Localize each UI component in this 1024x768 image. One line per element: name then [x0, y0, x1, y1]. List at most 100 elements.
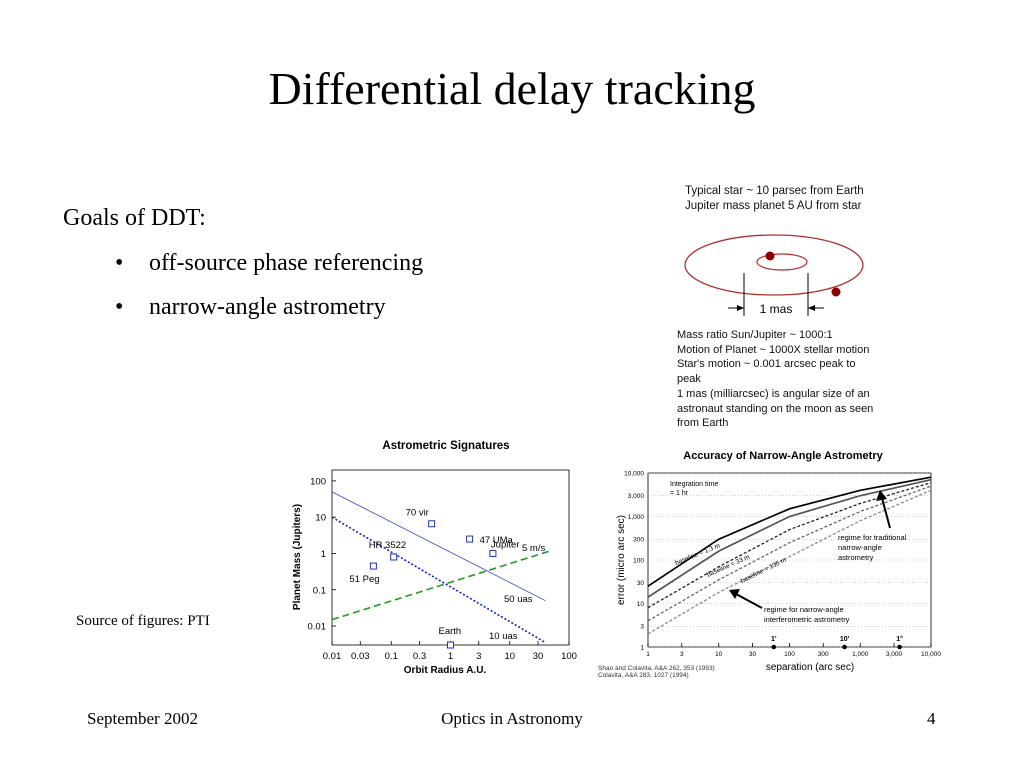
- marker-label: 10': [840, 636, 850, 643]
- scale-label: 1 mas: [760, 302, 793, 316]
- separation-marker: [771, 644, 777, 650]
- x-axis-label: separation (arc sec): [766, 662, 854, 673]
- y-axis-label: Planet Mass (Jupiters): [292, 504, 303, 610]
- line-label: 5 m/s: [522, 543, 545, 554]
- bullet-marker: •: [115, 250, 124, 276]
- figure-source: Source of figures: PTI: [76, 613, 210, 629]
- point-label: HR 3522: [369, 540, 407, 551]
- star-dot: [765, 251, 775, 261]
- bullet-text: narrow-angle astrometry: [149, 294, 386, 320]
- orbit-top-line: Jupiter mass planet 5 AU from star: [685, 200, 862, 212]
- goals-heading: Goals of DDT:: [63, 205, 206, 231]
- y-tick-label: 1,000: [628, 514, 645, 521]
- marker-label: 1': [771, 636, 777, 643]
- y-tick-label: 3: [640, 624, 644, 631]
- bullet-item: • off-source phase referencing: [115, 250, 423, 277]
- x-tick-label: 300: [818, 651, 829, 658]
- planet-orbit: [684, 234, 864, 296]
- bullet-item: • narrow-angle astrometry: [115, 294, 386, 321]
- x-tick-label: 0.1: [385, 651, 398, 662]
- series-line: [331, 491, 546, 602]
- orbit-notes: Mass ratio Sun/Jupiter ~ 1000:1 Motion o…: [677, 328, 873, 431]
- marker-label: 1°: [896, 635, 903, 643]
- data-point: [369, 562, 377, 570]
- bullet-text: off-source phase referencing: [149, 250, 424, 276]
- x-tick-label: 10,000: [921, 651, 941, 658]
- point-label: Jupiter: [491, 539, 520, 550]
- annotation: = 1 hr: [670, 490, 689, 497]
- separation-marker: [897, 644, 902, 650]
- bullet-marker: •: [115, 294, 124, 320]
- chart-title: Astrometric Signatures: [382, 440, 509, 452]
- y-tick-label: 100: [310, 476, 326, 487]
- orbit-note: Motion of Planet ~ 1000X stellar motion: [677, 343, 870, 356]
- annotation: narrow-angle: [838, 543, 882, 552]
- x-tick-label: 30: [749, 651, 757, 658]
- y-tick-label: 30: [637, 580, 645, 587]
- orbit-note: astronaut standing on the moon as seen: [677, 402, 874, 415]
- y-tick-label: 3,000: [628, 493, 645, 500]
- citation: Shao and Colavita, A&A 262, 353 (1993): [598, 665, 715, 672]
- y-tick-label: 0.1: [313, 585, 326, 596]
- y-tick-label: 10,000: [624, 471, 644, 478]
- orbit-note: peak: [677, 373, 701, 386]
- y-tick-label: 0.01: [308, 622, 327, 633]
- annotation: regime for narrow-angle: [764, 605, 844, 614]
- x-tick-label: 0.03: [351, 651, 370, 662]
- x-tick-label: 100: [784, 651, 795, 658]
- point-label: Earth: [439, 626, 462, 637]
- x-tick-label: 3: [476, 651, 481, 662]
- x-tick-label: 10: [715, 651, 723, 658]
- footer-course: Optics in Astronomy: [441, 709, 583, 728]
- error-curve: [647, 489, 932, 635]
- separation-marker: [842, 644, 847, 650]
- y-tick-label: 10: [315, 513, 326, 524]
- x-tick-label: 0.3: [413, 651, 426, 662]
- data-point: [489, 549, 497, 557]
- data-point: [447, 641, 454, 649]
- annotation: astrometry: [838, 553, 874, 562]
- x-tick-label: 3,000: [886, 651, 903, 658]
- orbit-diagram: 1 mas: [684, 234, 864, 316]
- orbit-top-text: Typical star ~ 10 parsec from Earth Jupi…: [685, 184, 864, 214]
- error-curve: [647, 482, 932, 609]
- y-tick-label: 100: [633, 558, 644, 565]
- data-point: [390, 553, 398, 561]
- error-curve: [647, 485, 932, 622]
- point-label: 51 Peg: [349, 574, 379, 585]
- y-axis-label: error (micro arc sec): [616, 515, 627, 605]
- y-tick-label: 1: [640, 645, 644, 652]
- orbit-note: Mass ratio Sun/Jupiter ~ 1000:1: [677, 329, 833, 341]
- footer-date: September 2002: [87, 709, 198, 728]
- annotation-arrowhead: [876, 490, 887, 501]
- slide-title: Differential delay tracking: [268, 63, 756, 114]
- annotation: interferometric astrometry: [764, 615, 850, 624]
- orbit-top-line: Typical star ~ 10 parsec from Earth: [685, 185, 864, 197]
- data-point: [466, 535, 474, 543]
- orbit-note: 1 mas (milliarcsec) is angular size of a…: [677, 387, 870, 400]
- series-line: [331, 516, 546, 644]
- chart-title: Accuracy of Narrow-Angle Astrometry: [683, 450, 883, 462]
- orbit-note: from Earth: [677, 417, 729, 430]
- x-tick-label: 0.01: [323, 651, 342, 662]
- point-label: 47 UMa: [480, 535, 514, 546]
- error-curve: [647, 478, 932, 598]
- planet-dot: [831, 287, 841, 297]
- point-label: 70 vir: [406, 508, 429, 519]
- x-tick-label: 1: [646, 651, 650, 658]
- line-label: 10 uas: [489, 631, 518, 642]
- astrometric-signatures-chart: Astrometric Signatures 0.01 0.03 0.1 0.3 1 3 1…: [292, 440, 577, 676]
- annotation: regime for traditional: [838, 533, 907, 542]
- annotation-arrow: [735, 593, 763, 609]
- orbit-note: Star's motion ~ 0.001 arcsec peak to: [677, 358, 856, 371]
- x-tick-label: 1,000: [852, 651, 869, 658]
- line-label: 50 uas: [504, 594, 533, 605]
- narrow-angle-accuracy-chart: Accuracy of Narrow-Angle Astrometry 1 3 10…: [598, 450, 941, 679]
- citation: Colavita, A&A 283, 1027 (1994): [598, 672, 689, 679]
- annotation: Integration time: [670, 481, 718, 488]
- x-tick-label: 30: [533, 651, 544, 662]
- annotation-arrowhead: [729, 589, 740, 599]
- scale-arrowhead-right: [808, 305, 815, 311]
- star-orbit: [756, 253, 808, 271]
- data-point: [428, 520, 436, 528]
